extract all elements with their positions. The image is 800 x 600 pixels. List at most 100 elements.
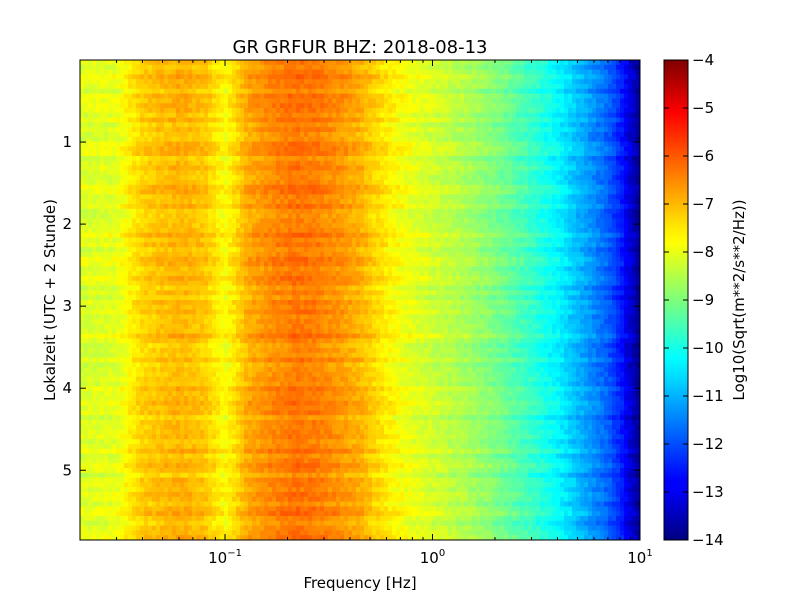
heatmap-cell [580,132,585,138]
heatmap-cell [148,122,153,128]
heatmap-cell [520,69,525,75]
heatmap-cell [208,64,213,71]
heatmap-cell [436,160,441,167]
heatmap-cell [440,112,445,119]
heatmap-cell [404,213,409,219]
heatmap-cell [420,189,425,195]
heatmap-cell [184,189,189,195]
heatmap-cell [568,189,573,195]
heatmap-cell [604,88,609,95]
heatmap-cell [304,127,309,133]
heatmap-cell [240,180,245,186]
heatmap-cell [608,117,613,123]
heatmap-cell [584,103,589,109]
heatmap-cell [208,194,213,200]
heatmap-cell [292,189,297,195]
heatmap-cell [336,74,341,80]
heatmap-cell [568,165,573,171]
heatmap-cell [224,117,229,123]
heatmap-cell [136,117,141,123]
heatmap-cell [188,132,193,138]
heatmap-cell [224,141,229,147]
heatmap-cell [156,146,161,152]
heatmap-cell [560,156,565,162]
heatmap-cell [320,117,325,123]
heatmap-cell [284,156,289,162]
heatmap-cell [388,98,393,104]
heatmap-cell [280,127,285,133]
heatmap-cell [464,79,469,85]
heatmap-cell [208,141,213,147]
heatmap-cell [600,204,605,210]
heatmap-cell [164,122,169,128]
heatmap-cell [476,165,481,171]
heatmap-cell [124,151,129,157]
heatmap-cell [352,74,357,80]
heatmap-cell [372,98,377,104]
heatmap-cell [484,165,489,171]
heatmap-cell [404,84,409,90]
heatmap-cell [432,103,437,109]
heatmap-cell [592,108,597,114]
heatmap-cell [524,170,529,176]
heatmap-cell [228,64,233,71]
heatmap-cell [120,218,125,224]
heatmap-cell [552,84,557,90]
heatmap-cell [420,151,425,157]
heatmap-cell [524,146,529,152]
heatmap-cell [176,69,181,75]
heatmap-cell [516,160,521,167]
heatmap-cell [516,127,521,133]
heatmap-cell [336,84,341,90]
heatmap-cell [164,165,169,171]
heatmap-cell [512,141,517,147]
heatmap-cell [336,127,341,133]
heatmap-cell [436,122,441,128]
heatmap-cell [612,218,617,224]
heatmap-cell [232,146,237,152]
heatmap-cell [532,98,537,104]
heatmap-cell [612,117,617,123]
heatmap-cell [216,74,221,80]
heatmap-cell [264,170,269,176]
heatmap-cell [388,151,393,157]
heatmap-cell [560,175,565,181]
heatmap-cell [288,84,293,90]
heatmap-cell [172,74,177,80]
heatmap-cell [596,180,601,186]
heatmap-cell [636,180,640,186]
heatmap-cell [188,228,193,234]
heatmap-cell [556,93,561,99]
heatmap-cell [160,84,165,90]
heatmap-cell [428,189,433,195]
heatmap-cell [116,88,121,95]
heatmap-cell [596,184,601,191]
heatmap-cell [284,103,289,109]
heatmap-cell [228,204,233,210]
heatmap-cell [384,184,389,191]
heatmap-cell [544,213,549,219]
heatmap-cell [476,189,481,195]
heatmap-cell [520,84,525,90]
heatmap-cell [456,160,461,167]
heatmap-cell [500,165,505,171]
heatmap-cell [228,79,233,85]
heatmap-cell [144,189,149,195]
heatmap-cell [160,141,165,147]
heatmap-cell [408,160,413,167]
heatmap-cell [300,79,305,85]
heatmap-cell [440,93,445,99]
heatmap-cell [504,151,509,157]
heatmap-cell [464,218,469,224]
heatmap-cell [628,184,633,191]
heatmap-cell [164,175,169,181]
heatmap-cell [612,79,617,85]
heatmap-cell [284,204,289,210]
heatmap-cell [636,79,640,85]
heatmap-cell [316,69,321,75]
heatmap-cell [164,204,169,210]
heatmap-cell [160,69,165,75]
heatmap-cell [456,223,461,229]
heatmap-cell [592,175,597,181]
heatmap-cell [608,122,613,128]
